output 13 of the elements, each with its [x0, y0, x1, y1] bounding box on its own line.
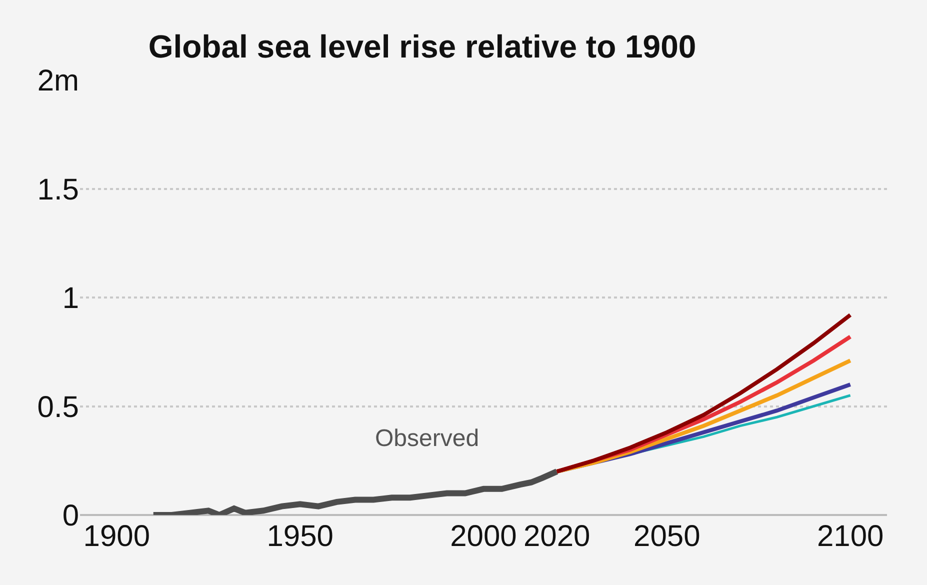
x-tick-label: 2050 — [634, 520, 700, 553]
y-tick-label: 1 — [62, 282, 79, 315]
x-tick-label: 2020 — [523, 520, 590, 553]
y-tick-label: 1.5 — [37, 173, 79, 206]
y-tick-label: 2m — [37, 64, 79, 98]
x-tick-label: 2000 — [450, 520, 517, 553]
x-tick-label: 1900 — [83, 520, 150, 553]
chart-title: Global sea level rise relative to 1900 — [148, 28, 696, 64]
x-tick-label: 1950 — [266, 520, 334, 553]
x-tick-label: 2100 — [816, 520, 884, 553]
y-tick-label: 0.5 — [37, 390, 79, 424]
y-tick-label: 0 — [62, 500, 79, 532]
annotation: Observed — [375, 425, 480, 452]
